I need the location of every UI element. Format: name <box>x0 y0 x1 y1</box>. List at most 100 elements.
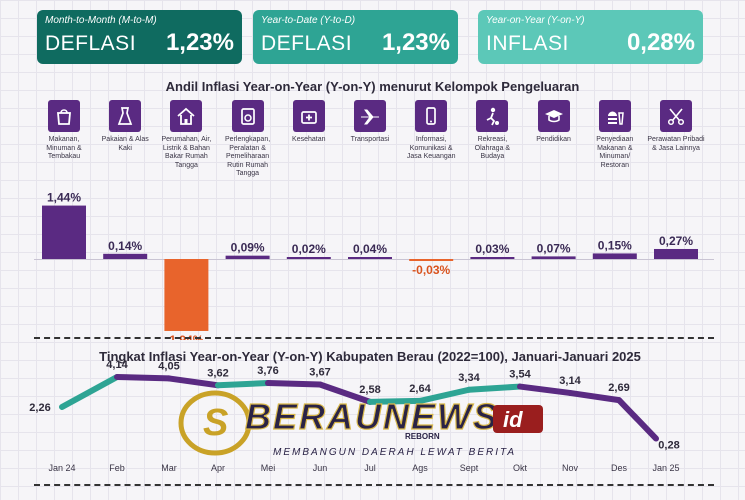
ytd-card: Year-to-Date (Y-to-D) DEFLASI 1,23% <box>253 10 458 64</box>
line-segment <box>114 374 172 382</box>
bar <box>103 253 148 259</box>
mtm-card: Month-to-Month (M-to-M) DEFLASI 1,23% <box>37 10 242 64</box>
yoy-sub: Year-on-Year (Y-on-Y) <box>486 15 585 26</box>
bar <box>164 259 209 331</box>
bottom-divider <box>34 484 714 486</box>
bar-chart: 1,44% 0,14% 1,94% 0,09% 0,02% 0,04% -0,03% 0,03… <box>42 191 698 340</box>
bar <box>225 255 270 259</box>
graduation-cap-icon <box>537 100 570 132</box>
svg-text:S: S <box>203 402 228 444</box>
line-segment <box>317 381 373 405</box>
bar-value-label: 0,07% <box>537 241 571 255</box>
bar-value-label: 0,15% <box>598 238 632 252</box>
bar <box>531 256 576 259</box>
mtm-sub: Month-to-Month (M-to-M) <box>45 15 157 26</box>
category-1: Makanan, Minuman & Tembakau <box>35 100 93 162</box>
category-3: Perumahan, Air, Listrik & Bahan Bakar Ru… <box>157 100 215 170</box>
category-label: Rekreasi, Olahraga & Budaya <box>474 136 511 160</box>
bar-value-label: 1,94% <box>169 333 203 340</box>
bar-value-label: 0,04% <box>353 242 387 256</box>
bar <box>470 257 515 259</box>
fast-food-icon <box>598 100 631 132</box>
category-10: Penyediaan Makanan & Minuman/ Restoran <box>586 100 644 170</box>
point-value-label: 4,05 <box>158 360 179 372</box>
point-value-label: 3,76 <box>257 365 278 377</box>
yoy-kind: INFLASI <box>486 32 569 55</box>
phone-icon <box>415 100 448 132</box>
yoy-value: 0,28% <box>626 29 695 56</box>
ytd-kind: DEFLASI <box>261 32 353 55</box>
x-tick-label: Apr <box>211 463 225 473</box>
point-value-label: 3,62 <box>207 367 228 379</box>
line-segment <box>616 397 659 442</box>
line-segment <box>166 375 221 389</box>
watermark-tld: id <box>503 407 523 432</box>
point-value-label: 3,14 <box>559 375 581 387</box>
category-label: Informasi, Komunikasi & Jasa Keuangan <box>406 136 456 160</box>
bar <box>654 248 698 259</box>
mtm-value: 1,23% <box>165 29 234 56</box>
category-label: Perawatan Pribadi & Jasa Lainnya <box>647 136 705 152</box>
category-7: Informasi, Komunikasi & Jasa Keuangan <box>402 100 460 162</box>
category-6: Transportasi <box>341 100 399 145</box>
x-tick-label: Jan 24 <box>48 463 75 473</box>
category-label: Kesehatan <box>292 136 326 143</box>
line-segment <box>517 383 573 396</box>
category-label: Makanan, Minuman & Tembakau <box>46 136 82 160</box>
bar-value-label: 0,14% <box>108 239 142 253</box>
yoy-card: Year-on-Year (Y-on-Y) INFLASI 0,28% <box>478 10 703 64</box>
point-value-label: 3,67 <box>309 366 330 378</box>
category-label: Pendidikan <box>536 136 571 143</box>
bar-chart-title: Andil Inflasi Year-on-Year (Y-on-Y) menu… <box>165 79 580 94</box>
x-tick-label: Nov <box>562 463 579 473</box>
x-tick-label: Mar <box>161 463 177 473</box>
football-player-icon <box>476 100 509 132</box>
line-segment <box>265 380 323 388</box>
grocery-bag-icon <box>48 100 80 132</box>
category-label: Perumahan, Air, Listrik & Bahan Bakar Ru… <box>161 136 212 169</box>
x-tick-label: Okt <box>513 463 528 473</box>
medical-kit-icon <box>292 100 325 132</box>
bar-baseline <box>34 259 714 260</box>
category-label: Perlengkapan, Peralatan & Pemeliharaan R… <box>225 136 271 177</box>
beraunews-watermark-logo: S BERAUNEWS id REBORN MEMBANGUN DAERAH L… <box>178 390 543 458</box>
line-segment <box>215 380 271 389</box>
point-value-label: 3,54 <box>509 369 531 381</box>
ytd-value: 1,23% <box>381 29 450 56</box>
dress-icon <box>109 100 142 132</box>
watermark-brand: BERAUNEWS <box>245 396 499 437</box>
x-tick-label: Jul <box>364 463 376 473</box>
mtm-kind: DEFLASI <box>45 32 137 55</box>
airplane-icon <box>354 100 386 132</box>
category-label: Pakaian & Alas Kaki <box>101 136 149 152</box>
line-segment <box>466 383 523 393</box>
point-value-label: 2,64 <box>409 383 431 395</box>
bar-value-label: 1,44% <box>47 191 81 205</box>
bar <box>592 253 637 259</box>
point-value-label: 0,28 <box>658 440 679 452</box>
bar <box>348 257 392 259</box>
x-tick-label: Feb <box>109 463 125 473</box>
category-4: Perlengkapan, Peralatan & Pemeliharaan R… <box>219 100 277 179</box>
x-tick-label: Des <box>611 463 628 473</box>
x-tick-label: Jan 25 <box>652 463 679 473</box>
category-8: Rekreasi, Olahraga & Budaya <box>463 100 521 162</box>
point-value-label: 2,26 <box>29 402 50 414</box>
point-value-label: 3,34 <box>458 372 480 384</box>
scissors-comb-icon <box>660 100 692 132</box>
category-2: Pakaian & Alas Kaki <box>96 100 154 153</box>
watermark-tagline: MEMBANGUN DAERAH LEWAT BERITA <box>273 447 516 458</box>
x-tick-label: Mei <box>261 463 276 473</box>
category-label: Penyediaan Makanan & Minuman/ Restoran <box>596 136 634 169</box>
bar-value-label: 0,27% <box>659 234 693 248</box>
bar-value-label: 0,02% <box>292 242 326 256</box>
x-tick-label: Ags <box>412 463 428 473</box>
line-chart: 2,26 Jan 24 4,14 Feb 4,05 Mar 3,62 Apr 3,76 Mei 3,… <box>29 360 679 473</box>
bar <box>42 205 86 259</box>
line-segment <box>59 374 120 410</box>
category-label: Transportasi <box>350 136 390 143</box>
line-segment <box>417 386 472 404</box>
point-value-label: 4,14 <box>106 360 128 371</box>
watermark-reborn: REBORN <box>405 432 440 441</box>
ytd-sub: Year-to-Date (Y-to-D) <box>261 15 356 26</box>
